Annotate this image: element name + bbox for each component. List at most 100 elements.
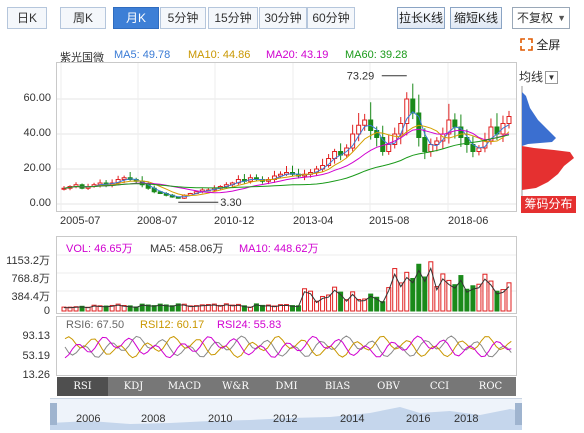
y-tick: 60.00 [23, 92, 51, 104]
ma-select-label: 均线 [519, 70, 544, 84]
tab-kdj[interactable]: KDJ [123, 381, 144, 392]
volume-bar [410, 277, 416, 312]
tab-obv[interactable]: OBV [377, 381, 400, 392]
volume-bar [193, 305, 199, 312]
volume-bar [452, 284, 458, 312]
candle-body [434, 140, 440, 145]
chevron-down-icon: ▼ [545, 71, 559, 85]
volume-bar [446, 279, 452, 312]
candle-body [392, 133, 398, 145]
volume-bar [139, 303, 145, 312]
rsi6-legend: RSI6: 67.50 [66, 319, 125, 331]
volume-bar [464, 288, 470, 312]
volume-bar [398, 282, 404, 312]
volume-bar [163, 304, 169, 312]
y-tick: 40.00 [23, 127, 51, 139]
volume-bar [368, 293, 374, 312]
tab-5min[interactable]: 5分钟 [160, 7, 206, 29]
tab-dmi[interactable]: DMI [275, 381, 298, 392]
expand-icon [520, 38, 533, 51]
ma5-legend: MA5: 49.78 [114, 49, 171, 61]
volume-bar [211, 303, 217, 312]
chip-distribution-button[interactable]: 筹码分布 [521, 196, 576, 213]
volume-bar [506, 282, 512, 312]
rsi-panel[interactable] [56, 316, 517, 376]
fullscreen-button[interactable]: 全屏 [520, 36, 560, 53]
volume-bar [440, 273, 446, 312]
nav-year: 2010 [208, 413, 233, 425]
volume-bar [320, 295, 326, 312]
volume-bar [362, 298, 368, 312]
ma10-legend: MA10: 44.86 [188, 49, 251, 61]
ma10-line [63, 124, 510, 197]
tab-30min[interactable]: 30分钟 [259, 7, 307, 29]
tab-wr[interactable]: W&R [222, 381, 249, 392]
candle-body [410, 98, 416, 114]
chip-distribution-graph [518, 86, 578, 196]
nav-year: 2014 [340, 413, 365, 425]
tab-60min[interactable]: 60分钟 [307, 7, 355, 29]
time-navigator[interactable] [50, 398, 522, 430]
candle-body [488, 126, 494, 142]
volume-bar [235, 303, 241, 312]
volume-bar [308, 290, 314, 312]
shrink-kline-button[interactable]: 缩短K线 [450, 7, 502, 29]
volume-bar [338, 291, 344, 312]
rsi-y-tick: 93.13 [22, 330, 50, 342]
x-tick: 2010-12 [214, 215, 255, 227]
volume-bar [241, 305, 247, 312]
chevron-down-icon: ▼ [557, 13, 566, 23]
navigator-overview [50, 403, 522, 430]
volume-bar [115, 303, 121, 312]
stretch-kline-button[interactable]: 拉长K线 [397, 7, 445, 29]
tab-week-k[interactable]: 周K [60, 7, 106, 29]
volume-bar [326, 294, 332, 312]
ma60-legend: MA60: 39.28 [345, 49, 408, 61]
tab-15min[interactable]: 15分钟 [208, 7, 258, 29]
volume-bar [434, 286, 440, 312]
y-tick: 0.00 [29, 197, 51, 209]
volume-bar [290, 305, 296, 312]
candle-body [446, 119, 452, 135]
volume-bar [392, 268, 398, 312]
tab-day-k[interactable]: 日K [7, 7, 47, 29]
candle-body [277, 173, 283, 177]
volume-panel[interactable] [56, 236, 517, 314]
volume-bar [332, 286, 338, 312]
volume-bar [416, 263, 422, 312]
tab-bias[interactable]: BIAS [324, 381, 351, 392]
candle-body [428, 144, 434, 152]
rsi-line [64, 335, 512, 359]
volume-bar [344, 299, 350, 312]
candle-body [398, 123, 404, 135]
adjust-select[interactable]: 不复权 ▼ [512, 7, 570, 29]
tab-rsi[interactable]: RSI [57, 377, 108, 396]
volume-bar [181, 303, 187, 312]
volume-bar [67, 306, 73, 312]
volume-bar [277, 304, 283, 312]
candle-body [386, 144, 392, 152]
ma-select[interactable]: 均线 ▼ [519, 68, 559, 85]
volume-bar [223, 303, 229, 312]
kline-chart: 73.29 3.30 [57, 63, 516, 211]
candle-body [404, 98, 410, 124]
volume-bar [169, 305, 175, 312]
volume-bar [259, 304, 265, 312]
tab-cci[interactable]: CCI [429, 381, 450, 392]
rsi12-legend: RSI12: 60.17 [140, 319, 205, 331]
vol-ma10-legend: MA10: 448.62万 [239, 243, 319, 255]
volume-bar [380, 301, 386, 312]
tab-macd[interactable]: MACD [167, 381, 202, 392]
volume-bar [482, 273, 488, 312]
candle-body [458, 126, 464, 138]
tab-roc[interactable]: ROC [478, 381, 503, 392]
ma20-legend: MA20: 43.19 [266, 49, 329, 61]
x-tick: 2018-06 [448, 215, 489, 227]
volume-bar [79, 305, 85, 312]
volume-bar [488, 280, 494, 312]
max-label: 73.29 [347, 71, 375, 83]
tab-month-k[interactable]: 月K [113, 7, 159, 29]
volume-bar [205, 304, 211, 312]
kline-panel[interactable]: 73.29 3.30 [56, 62, 517, 212]
candle-body [121, 177, 127, 180]
